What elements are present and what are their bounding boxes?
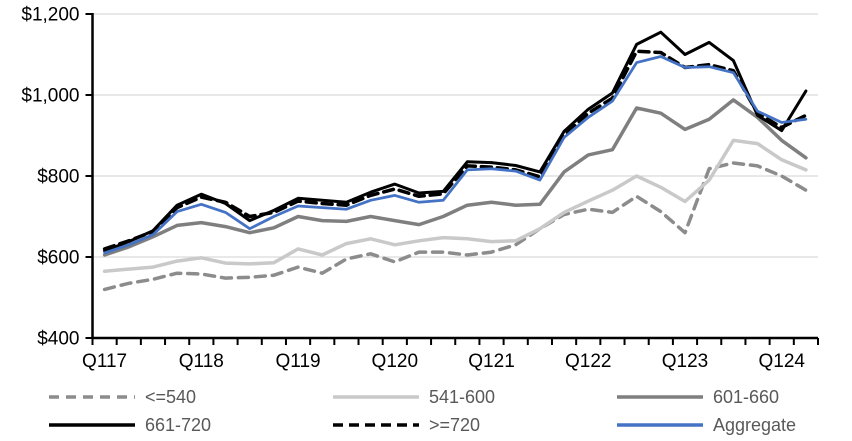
x-axis-label: Q124 — [758, 351, 805, 372]
x-axis-label: Q119 — [276, 351, 321, 372]
series-line-541-600 — [102, 138, 808, 273]
y-axis-label: $800 — [37, 167, 79, 188]
series-line-aggregate — [103, 55, 808, 255]
x-axis-label: Q117 — [82, 351, 127, 372]
series-line--720 — [102, 49, 808, 251]
y-axis-label: $1,200 — [21, 5, 79, 26]
series-line--540 — [102, 161, 808, 292]
y-axis-label: $400 — [37, 329, 79, 350]
x-axis-label: Q123 — [662, 351, 708, 372]
x-axis-label: Q120 — [372, 351, 418, 372]
series-line-601-660 — [102, 98, 808, 257]
x-axis-label: Q121 — [468, 351, 514, 372]
y-axis-label: $1,000 — [21, 86, 79, 107]
x-axis-label: Q122 — [565, 351, 611, 372]
x-axis-label: Q118 — [179, 351, 224, 372]
y-axis-label: $600 — [37, 248, 79, 269]
